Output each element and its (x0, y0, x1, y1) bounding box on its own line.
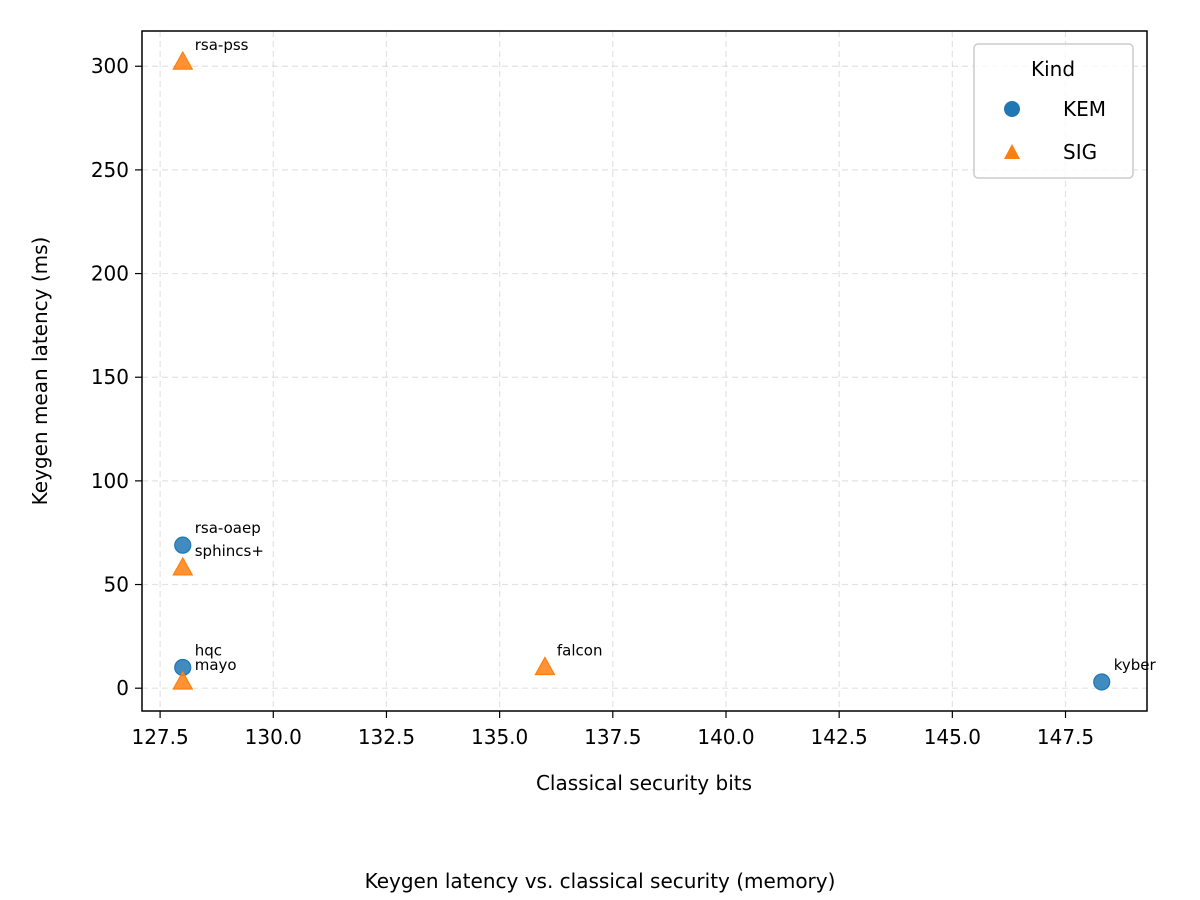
point-label-kyber: kyber (1114, 656, 1157, 674)
x-tick-label: 135.0 (471, 725, 528, 749)
chart-caption: Keygen latency vs. classical security (m… (365, 869, 836, 893)
y-tick-label: 50 (104, 573, 129, 597)
y-axis-ticks: 0 50 100 150 200 250 300 (91, 54, 142, 700)
legend-sig-label: SIG (1063, 140, 1097, 164)
sig-point-rsa-pss (172, 50, 194, 70)
x-tick-label: 145.0 (924, 725, 981, 749)
legend-box (973, 43, 1134, 179)
x-tick-label: 130.0 (245, 725, 302, 749)
x-tick-label: 147.5 (1037, 725, 1094, 749)
y-tick-label: 200 (91, 262, 129, 286)
x-axis-ticks: 127.5 130.0 132.5 135.0 137.5 140.0 142.5 145.0… (131, 711, 1094, 749)
x-tick-label: 132.5 (358, 725, 415, 749)
legend-sig-marker (1004, 144, 1020, 159)
legend-title: Kind (1031, 57, 1075, 81)
point-label-rsa-oaep: rsa-oaep (195, 519, 261, 537)
point-label-rsa-pss: rsa-pss (195, 36, 249, 54)
legend: Kind KEM SIG (973, 43, 1134, 179)
y-tick-label: 100 (91, 469, 129, 493)
x-tick-label: 140.0 (697, 725, 754, 749)
y-tick-label: 150 (91, 365, 129, 389)
kem-point-kyber (1093, 673, 1111, 691)
y-axis-title: Keygen mean latency (ms) (28, 237, 52, 506)
kem-point-rsa-oaep (174, 536, 192, 554)
plot-area-frame (141, 30, 1148, 712)
x-tick-label: 142.5 (811, 725, 868, 749)
sig-point-sphincs- (172, 556, 194, 576)
sig-point-mayo (172, 670, 194, 690)
y-tick-label: 0 (116, 676, 129, 700)
point-label-sphincs-: sphincs+ (195, 542, 264, 560)
point-label-falcon: falcon (557, 641, 603, 659)
legend-kem-label: KEM (1063, 97, 1106, 121)
data-points (172, 50, 1111, 691)
point-label-mayo: mayo (195, 656, 237, 674)
legend-kem-marker (1004, 101, 1020, 117)
y-tick-label: 300 (91, 54, 129, 78)
x-axis-title: Classical security bits (536, 771, 752, 795)
point-label-hqc: hqc (195, 641, 222, 659)
x-tick-label: 137.5 (584, 725, 641, 749)
point-labels: rsa-oaep hqc kyber rsa-pss sphincs+ mayo falco… (195, 36, 1157, 674)
y-tick-label: 250 (91, 158, 129, 182)
sig-point-falcon (534, 656, 556, 676)
x-tick-label: 127.5 (131, 725, 188, 749)
